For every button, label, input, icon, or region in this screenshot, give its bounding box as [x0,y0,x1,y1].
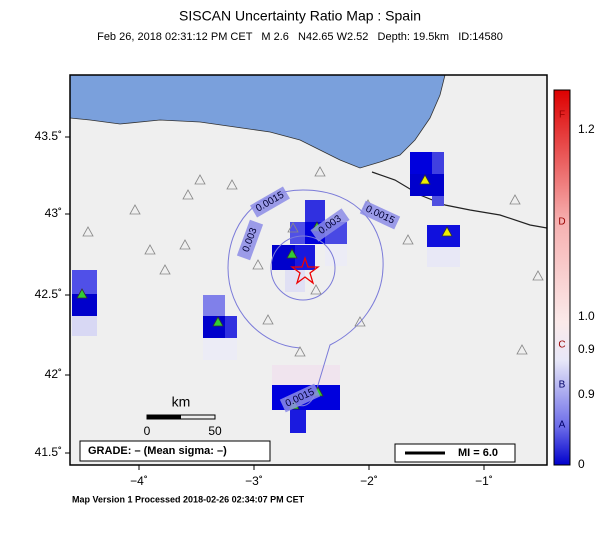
station [286,248,298,259]
station [516,344,528,355]
contour-label-bg [359,200,401,230]
map-area [70,75,547,465]
colorbar-letter: F [559,110,565,121]
x-tick-label: −2˚ [360,474,378,488]
grid-cell [305,200,325,222]
station [179,239,191,250]
station [294,346,306,357]
grid-cell [285,270,305,292]
grid-cell [225,316,237,338]
station [226,179,238,190]
mi: MI = 6.0 [458,447,498,459]
grid-cell [410,152,432,174]
grid-cell [203,338,237,360]
station [194,174,206,185]
station [287,222,299,233]
y-tick-label: 41.5˚ [35,445,62,459]
x-tick-label: −3˚ [245,474,263,488]
sea [70,75,446,169]
station [419,174,431,185]
grid-cell [272,365,340,385]
colorbar-number: 1.2 [578,122,595,136]
colorbar-letter: D [558,217,565,228]
colorbar-letter: C [558,340,565,351]
scale-unit: km [172,394,191,410]
colorbar-letter: B [559,380,566,391]
station [159,264,171,275]
station [262,314,274,325]
colorbar-number: 1.0 [578,309,595,323]
title: SISCAN Uncertainty Ratio Map : Spain [179,8,421,24]
border [371,171,547,229]
colorbar-number: 0.9 [578,342,595,356]
contour-label-bg [250,186,290,218]
colorbar-number: 0 [578,457,585,471]
grid-cell [290,222,305,244]
scale-bar-fill [147,415,181,419]
grid-cell [325,244,347,266]
y-tick-label: 43˚ [45,206,62,220]
station [310,284,322,295]
grid-cell [410,174,444,196]
y-tick-label: 42˚ [45,367,62,381]
colorbar-letter: A [559,420,566,431]
station [76,288,88,299]
grid-cell [432,196,444,206]
scale-end: 50 [208,424,222,438]
epicenter [290,255,320,285]
station [182,189,194,200]
contour-label-bg [279,383,321,413]
y-tick-label: 43.5˚ [35,129,62,143]
colorbar-number: 0.9 [578,387,595,401]
grid-cell [272,245,295,270]
station [354,316,366,327]
station [532,270,544,281]
colorbar [553,89,571,466]
station [441,226,453,237]
grid-cell [72,316,97,336]
grade: GRADE: – (Mean sigma: –) [88,445,227,457]
station [212,316,224,327]
grid-cell [432,152,444,174]
grid-cell [203,295,225,316]
station [82,226,94,237]
contour-label-bg [310,208,350,242]
station [314,166,326,177]
grade-box [79,440,271,462]
grid-cell [427,247,460,267]
grid-cell [72,270,97,294]
station [252,259,264,270]
station [129,204,141,215]
grid-cell [203,316,225,338]
station [509,194,521,205]
frame [69,74,548,466]
x-tick-label: −4˚ [130,474,148,488]
grid-cell [290,410,306,433]
y-tick-label: 42.5˚ [35,287,62,301]
x-tick-label: −1˚ [475,474,493,488]
mi-box [394,443,516,463]
footer: Map Version 1 Processed 2018-02-26 02:34… [72,494,305,504]
station [144,244,156,255]
cells [72,152,460,433]
station [402,234,414,245]
scale-start: 0 [144,424,151,438]
grid-cell [72,294,97,316]
subtitle: Feb 26, 2018 02:31:12 PM CET M 2.6 N42.6… [97,31,503,43]
contour-label-bg [236,219,264,261]
contour-label: 0.003 [236,219,264,261]
